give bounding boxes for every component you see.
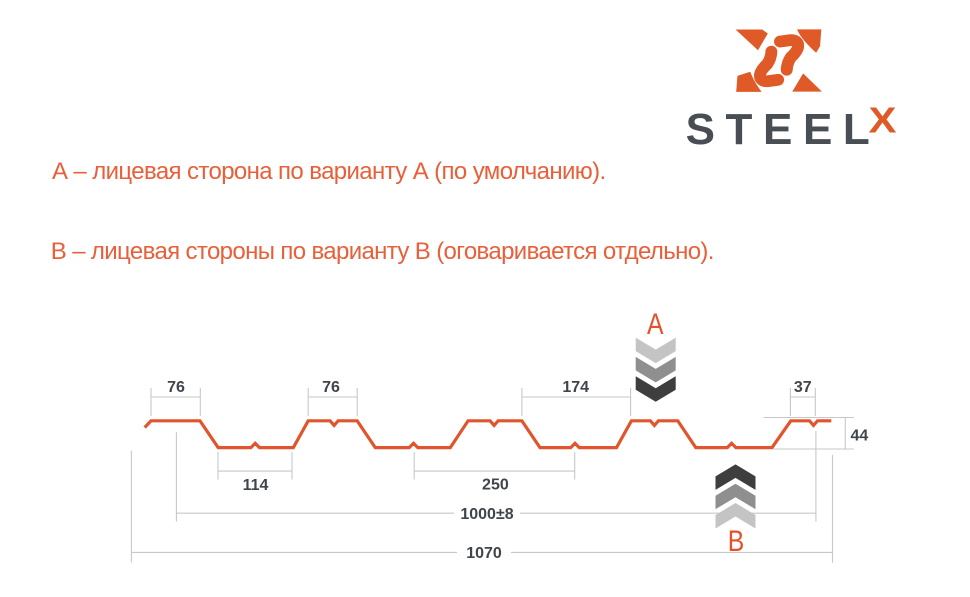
svg-text:1070: 1070 <box>466 545 502 562</box>
svg-text:76: 76 <box>167 379 185 396</box>
svg-text:114: 114 <box>243 477 269 494</box>
svg-text:174: 174 <box>562 379 589 396</box>
svg-text:1000±8: 1000±8 <box>460 506 513 523</box>
svg-text:250: 250 <box>482 477 509 494</box>
svg-text:STEEL: STEEL <box>686 105 881 154</box>
svg-text:B: B <box>728 525 745 558</box>
svg-text:X: X <box>869 99 897 140</box>
svg-text:37: 37 <box>794 379 812 396</box>
svg-text:A: A <box>647 308 664 341</box>
svg-text:76: 76 <box>322 379 340 396</box>
svg-text:44: 44 <box>851 427 869 444</box>
